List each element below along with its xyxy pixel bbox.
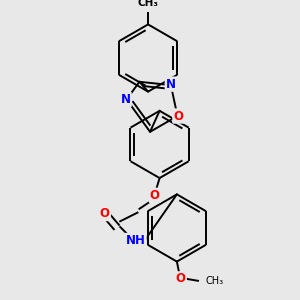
Text: CH₃: CH₃ [138, 0, 159, 8]
Text: N: N [166, 78, 176, 91]
Text: NH: NH [126, 234, 146, 247]
Text: CH₃: CH₃ [206, 276, 224, 286]
Text: O: O [176, 272, 186, 285]
Text: O: O [150, 189, 160, 202]
Text: O: O [100, 207, 110, 220]
Text: O: O [173, 110, 183, 122]
Text: N: N [121, 93, 130, 106]
